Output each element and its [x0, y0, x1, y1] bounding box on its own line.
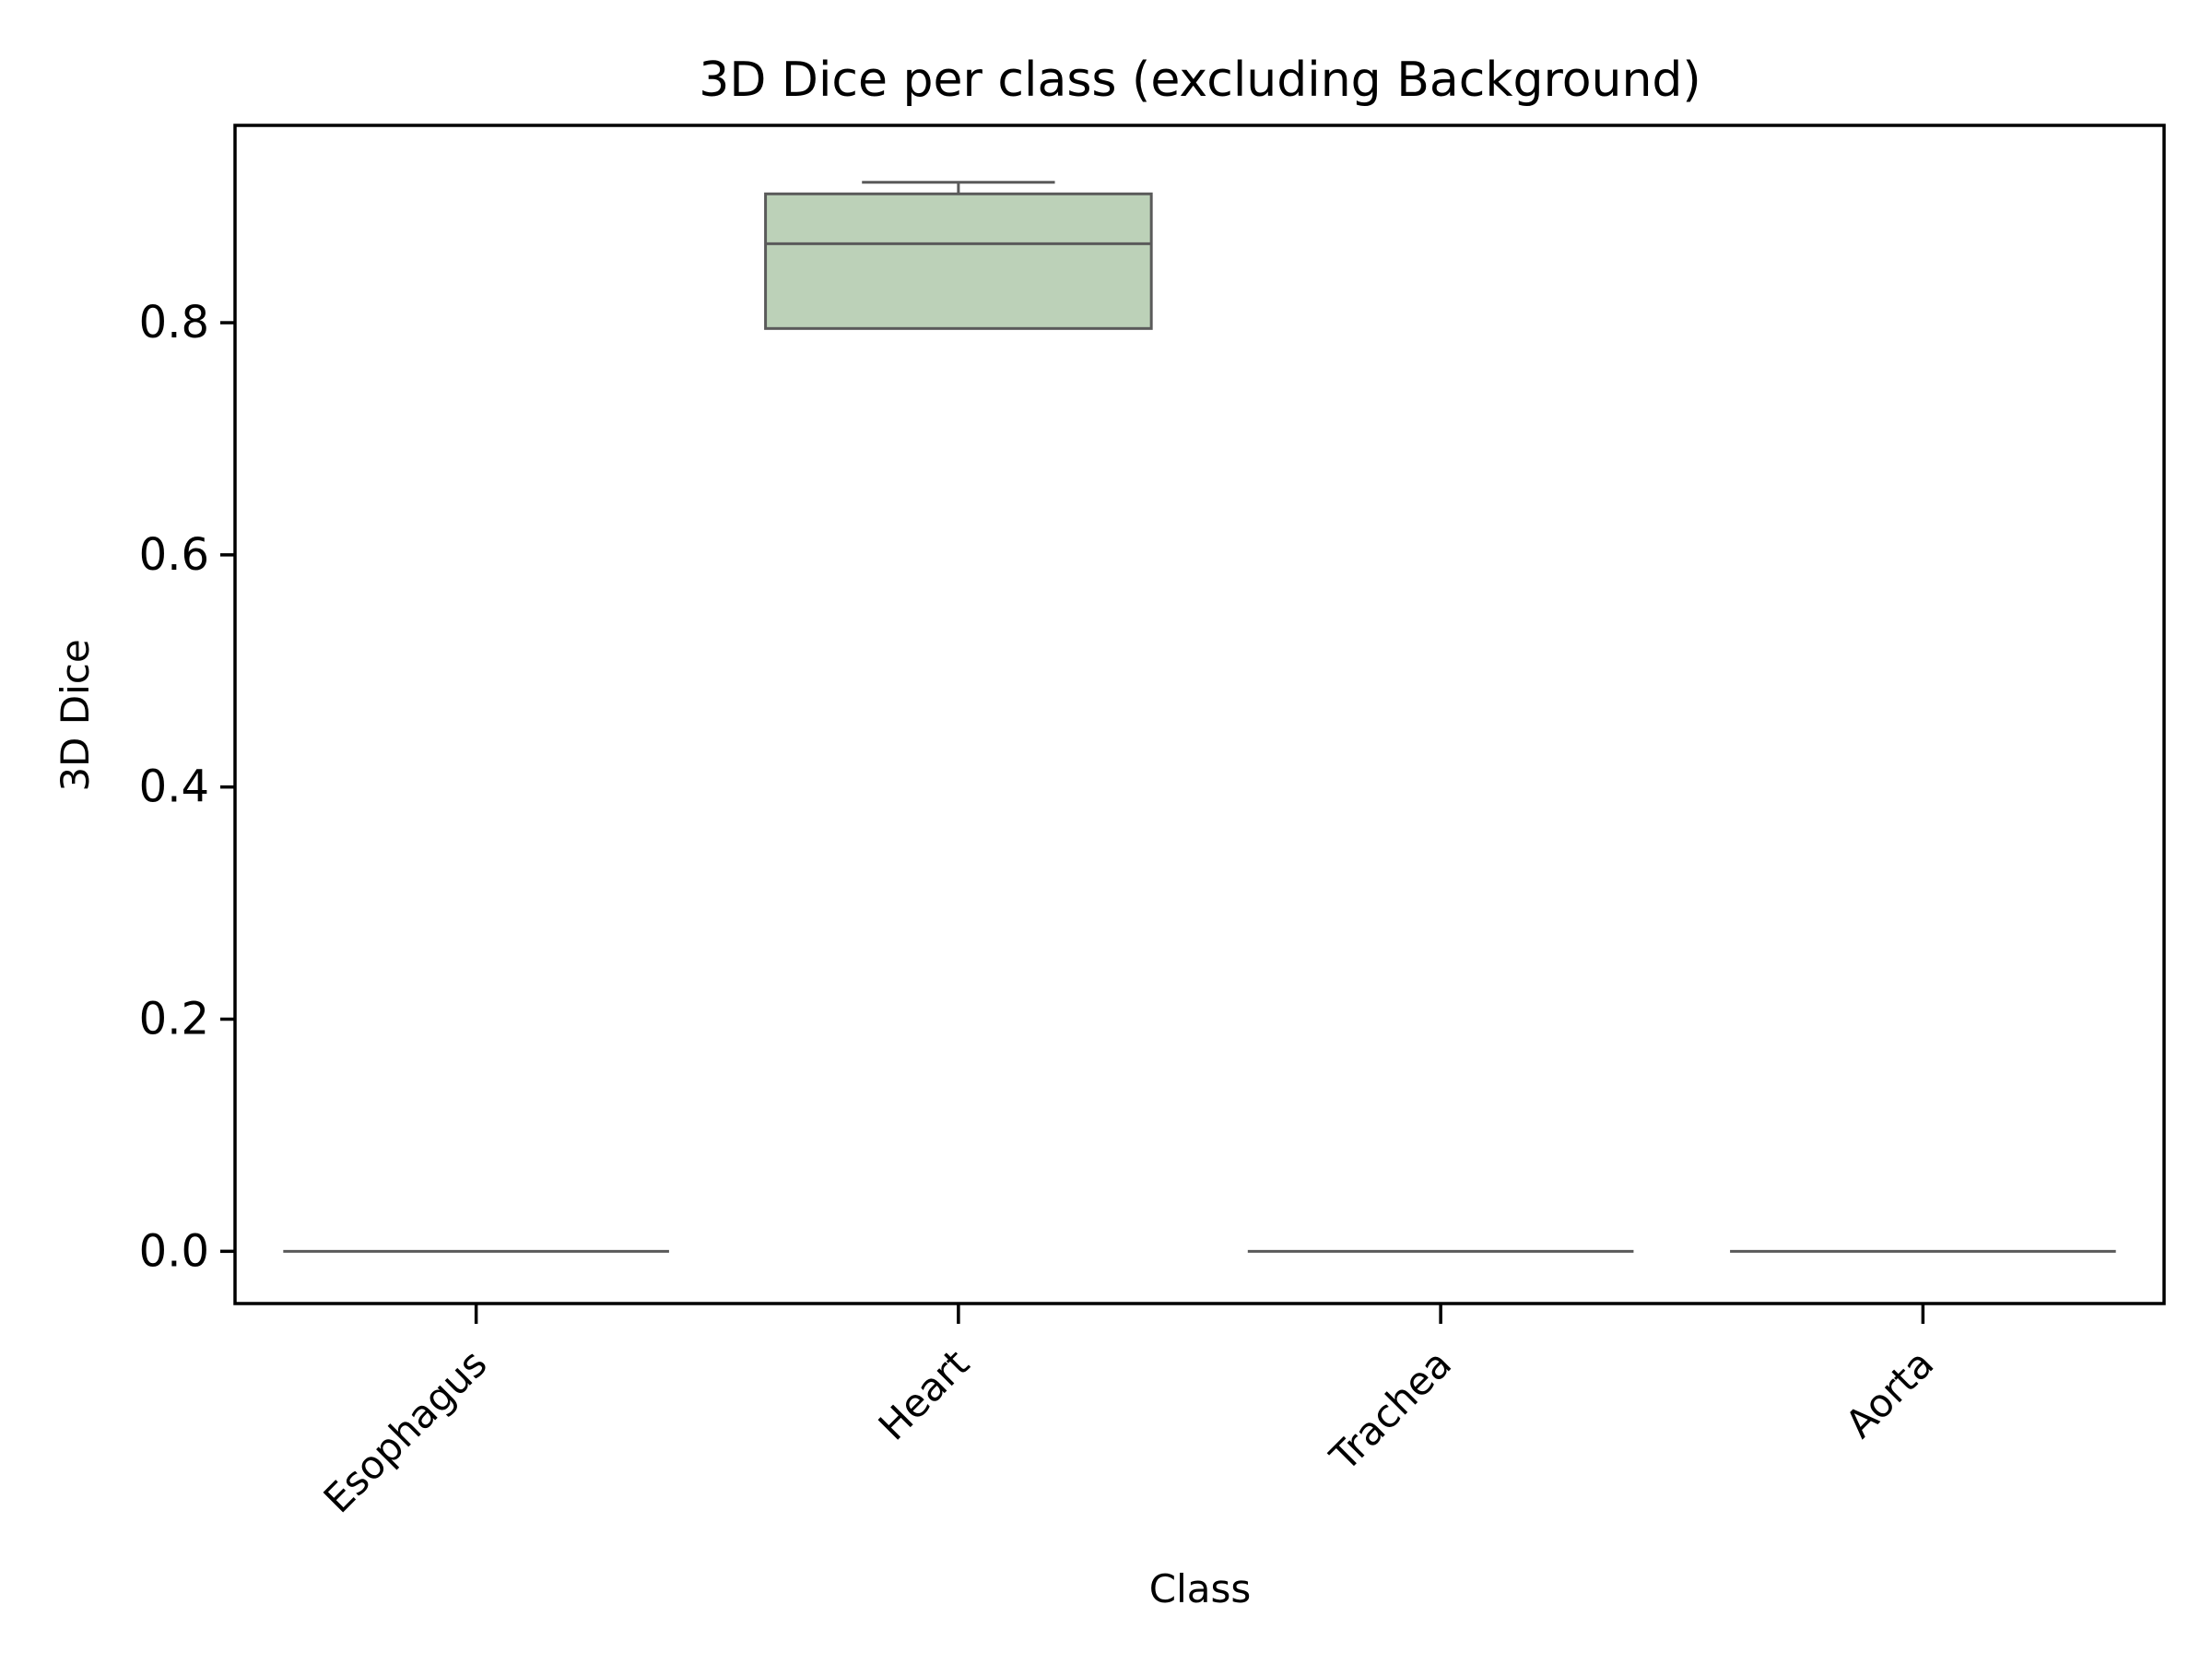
y-tick-label: 0.6 [139, 529, 209, 581]
x-tick-label: Heart [870, 1340, 978, 1448]
x-axis-label: Class [1149, 1566, 1252, 1611]
x-tick-label: Trachea [1321, 1340, 1460, 1480]
x-axis: Esophagus Heart Trachea Aorta [315, 1304, 1943, 1522]
box-heart [764, 181, 1153, 330]
y-axis-label: 3D Dice [53, 639, 98, 791]
y-tick-label: 0.4 [139, 761, 209, 813]
plot-frame [233, 124, 2166, 1305]
y-tick-label: 0.0 [139, 1225, 209, 1277]
y-tick-label: 0.8 [139, 297, 209, 348]
x-tick-label: Aorta [1837, 1340, 1943, 1446]
chart-title: 3D Dice per class (excluding Background) [699, 53, 1700, 108]
box-body [764, 192, 1153, 330]
marks-layer [283, 181, 2116, 1253]
x-tick-label: Esophagus [315, 1340, 496, 1521]
y-axis: 0.0 0.2 0.4 0.6 0.8 [139, 297, 235, 1277]
y-tick-label: 0.2 [139, 994, 209, 1045]
